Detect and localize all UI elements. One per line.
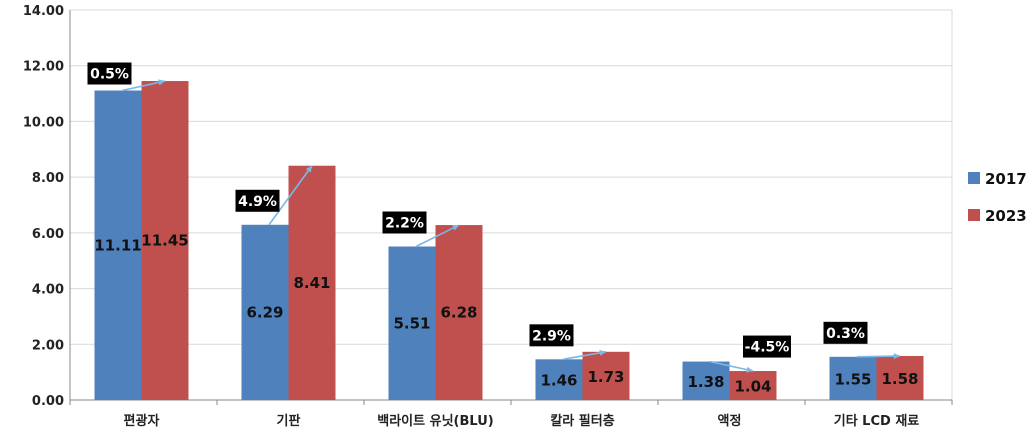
growth-arrowhead	[452, 225, 459, 231]
x-tick-label: 백라이트 유닛(BLU)	[377, 413, 493, 429]
x-tick-label: 액정	[718, 413, 742, 429]
y-tick-label: 12.00	[23, 60, 64, 75]
bar-2017	[94, 90, 142, 400]
growth-arrowhead	[305, 165, 312, 173]
data-label-2017: 6.29	[246, 303, 283, 321]
growth-badge-label: -4.5%	[745, 340, 790, 356]
data-label-2023: 1.73	[587, 368, 624, 386]
growth-arrows	[121, 79, 901, 373]
growth-arrow	[121, 80, 166, 92]
plot-frame	[69, 9, 953, 401]
y-tick-label: 10.00	[23, 115, 64, 130]
y-tick-label: 8.00	[32, 171, 64, 186]
y-tick-label: 14.00	[23, 4, 64, 19]
x-tick-label: 기타 LCD 재료	[834, 413, 920, 429]
bar-2023	[729, 371, 777, 400]
growth-badge-label: 2.2%	[385, 216, 424, 232]
growth-arrowhead	[746, 366, 753, 373]
growth-badge	[743, 335, 791, 358]
bar-2017	[682, 361, 730, 400]
growth-badge-label: 0.3%	[826, 326, 865, 342]
bar-2017	[388, 246, 436, 400]
growth-badge	[87, 62, 132, 85]
growth-arrow	[415, 224, 460, 248]
data-label-2017: 1.55	[834, 370, 871, 388]
growth-badge-label: 0.5%	[90, 67, 129, 83]
y-tick-label: 4.00	[32, 283, 64, 298]
legend-label: 2023	[985, 207, 1027, 225]
growth-arrow	[856, 355, 901, 358]
growth-badge	[382, 211, 427, 234]
growth-arrow	[268, 165, 313, 226]
legend-swatch	[968, 209, 980, 221]
y-tick-label: 0.00	[32, 394, 64, 409]
x-tick-label: 기판	[277, 413, 301, 429]
bar-2017	[241, 224, 289, 400]
data-label-2023: 8.41	[293, 274, 330, 292]
x-tick-label: 편광자	[124, 413, 160, 429]
data-label-2023: 11.45	[141, 232, 188, 250]
growth-arrowhead	[599, 349, 606, 356]
x-tick-label: 칼라 필터층	[550, 413, 614, 429]
bar-2023	[435, 225, 483, 400]
bar-2017	[829, 356, 877, 400]
growth-badge-label: 4.9%	[238, 194, 277, 210]
bars	[94, 81, 924, 401]
gridlines	[69, 9, 953, 401]
growth-arrow	[562, 351, 607, 361]
growth-badge-label: 2.9%	[532, 328, 571, 344]
data-label-2023: 6.28	[440, 304, 477, 322]
legend-label: 2017	[985, 170, 1027, 188]
growth-badge	[823, 321, 868, 344]
data-label-2017: 1.38	[687, 373, 724, 391]
data-label-2017: 1.46	[540, 372, 577, 390]
growth-badge	[529, 324, 574, 347]
legend-swatch	[968, 172, 980, 184]
bar-2023	[141, 81, 189, 401]
legend: 2017 2023	[968, 170, 1027, 225]
data-label-2017: 5.51	[393, 314, 430, 332]
data-label-2023: 1.04	[734, 378, 771, 396]
bar-2023	[876, 355, 924, 400]
value-labels: 11.11 11.45 6.29 8.41 5.51 6.28 1.46 1.73 1.38 1.…	[94, 232, 918, 396]
bar-2017	[535, 359, 583, 400]
bar-2023	[582, 351, 630, 400]
growth-arrowhead	[893, 353, 900, 360]
bar-2023	[288, 165, 336, 400]
y-tick-label: 2.00	[32, 338, 64, 353]
growth-badge	[235, 189, 280, 212]
axes: 0.00 2.00 4.00 6.00 8.00 10.00 12.00 14.00 편광자 기판…	[23, 4, 953, 429]
data-label-2023: 1.58	[881, 370, 918, 388]
y-tick-label: 6.00	[32, 227, 64, 242]
data-label-2017: 11.11	[94, 236, 141, 254]
growth-arrow	[709, 360, 754, 372]
growth-badges: 0.5% 4.9% 2.2% 2.9% -4.5% 0.3%	[87, 62, 868, 358]
growth-arrowhead	[158, 79, 165, 86]
